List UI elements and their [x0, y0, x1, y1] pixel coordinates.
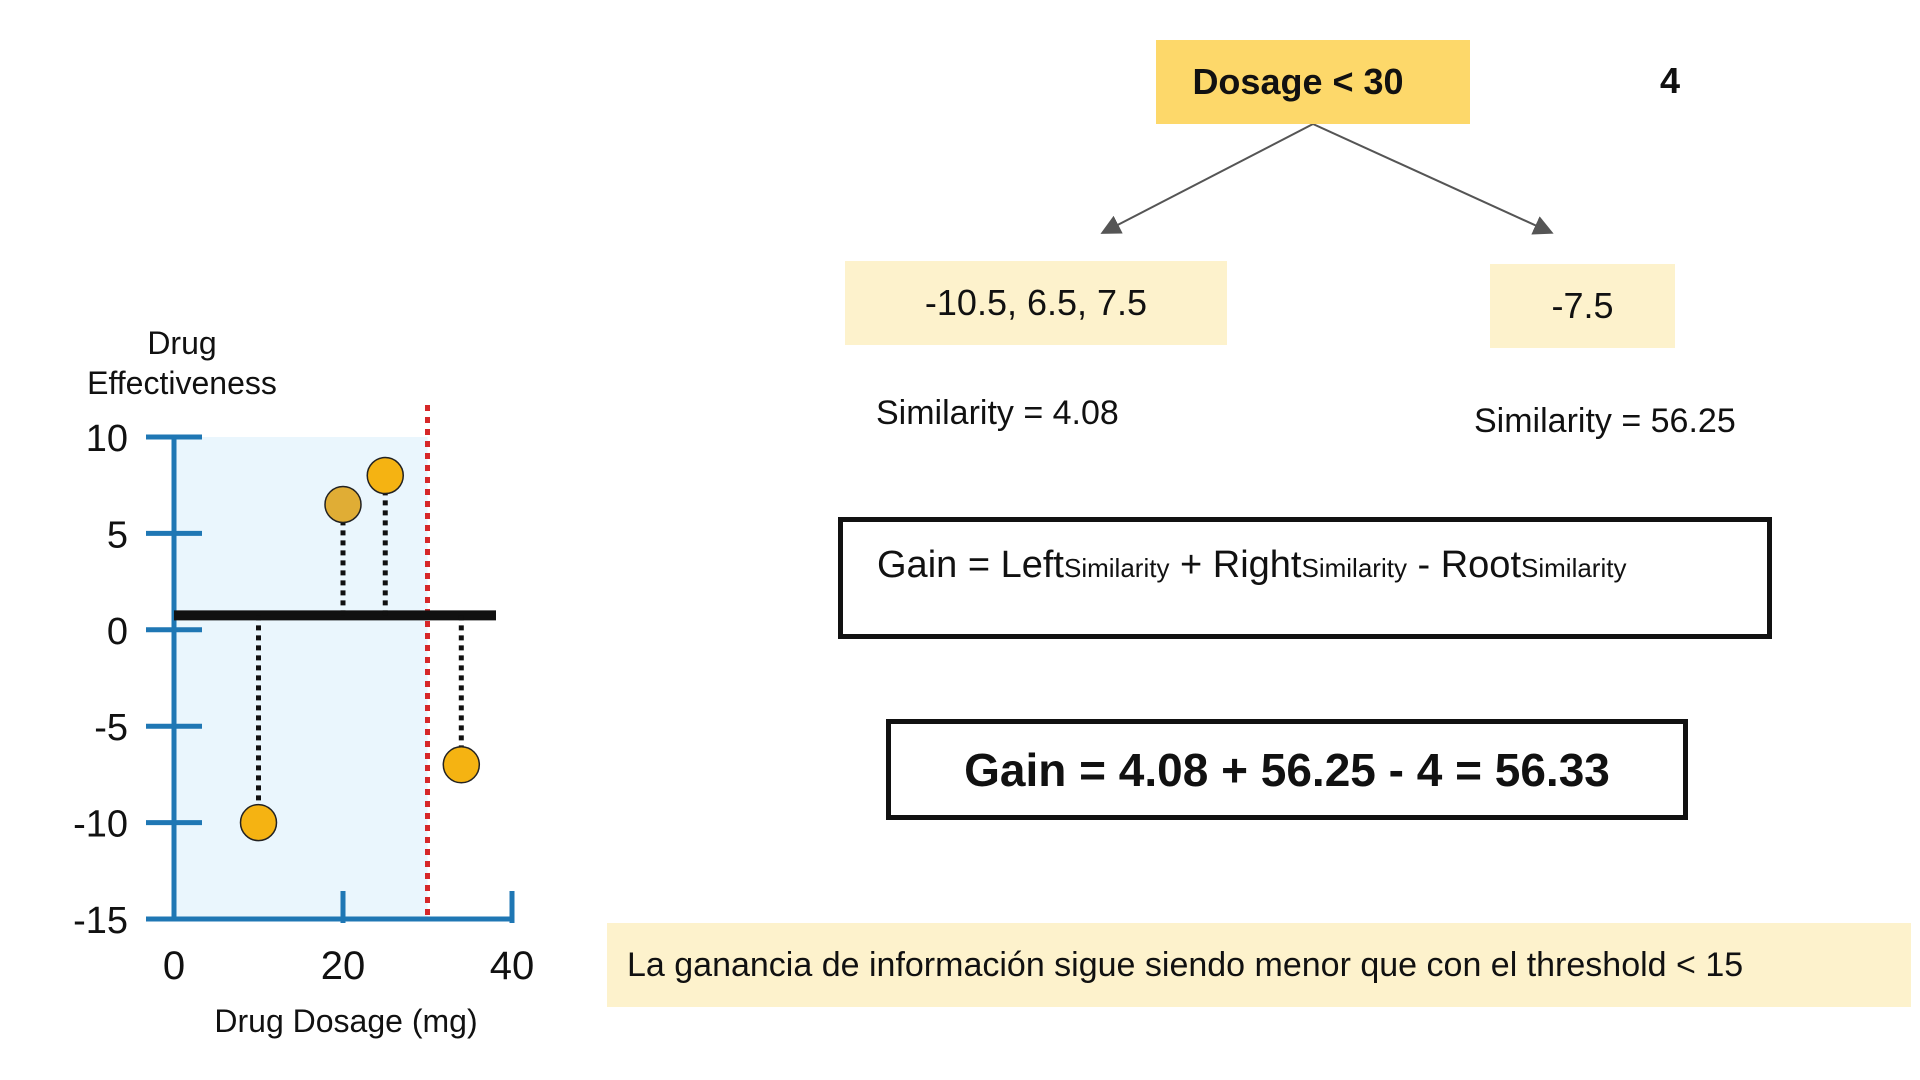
x-tick-label-40: 40 — [490, 944, 535, 988]
formula-left-sub: Similarity — [1064, 553, 1170, 583]
tree-arrow-right — [1312, 123, 1554, 235]
left-leaf-residuals: -10.5, 6.5, 7.5 — [924, 282, 1148, 323]
formula-root-sub: Similarity — [1521, 553, 1627, 583]
data-point-3 — [442, 746, 481, 784]
note-text: La ganancia de información sigue siendo … — [627, 945, 1744, 984]
formula-gain: Gain — [877, 544, 958, 586]
formula-root: Root — [1440, 544, 1522, 586]
x-axis-label: Drug Dosage (mg) — [214, 1003, 477, 1039]
formula-equals: = — [967, 544, 991, 586]
tree-root-node: Dosage < 30 — [1156, 40, 1470, 124]
y-tick-label-5: 5 — [107, 514, 128, 556]
data-point-2 — [366, 456, 404, 495]
y-tick-label--10: -10 — [73, 804, 128, 846]
data-point-1 — [324, 485, 362, 524]
formula-right-sub: Similarity — [1301, 553, 1407, 583]
root-similarity-score: 4 — [1659, 60, 1681, 101]
x-tick-label-0: 0 — [163, 944, 185, 988]
formula-right: Right — [1212, 544, 1302, 586]
y-tick-label-0: 0 — [107, 611, 128, 653]
y-tick-label-10: 10 — [86, 418, 128, 460]
formula-left: Left — [1000, 544, 1064, 586]
formula-minus: - — [1417, 544, 1431, 586]
right-leaf-residuals: -7.5 — [1551, 285, 1614, 326]
x-tick-label-20: 20 — [321, 944, 366, 988]
formula-plus: + — [1180, 544, 1203, 586]
tree-root-label: Dosage < 30 — [1192, 61, 1404, 102]
data-point-0 — [239, 803, 278, 842]
gain-result-box: Gain = 4.08 + 56.25 - 4 = 56.33 — [886, 719, 1688, 820]
y-tick-label--5: -5 — [94, 707, 128, 749]
left-leaf-similarity: Similarity = 4.08 — [876, 394, 1119, 432]
y-tick-label--15: -15 — [73, 900, 128, 942]
right-leaf-similarity: Similarity = 56.25 — [1474, 402, 1736, 440]
gain-formula-box: Gain = LeftSimilarity + RightSimilarity … — [838, 517, 1772, 639]
tree-arrow-left — [1100, 123, 1314, 234]
right-leaf-node: -7.5 — [1490, 264, 1675, 348]
gain-result-text: Gain = 4.08 + 56.25 - 4 = 56.33 — [964, 743, 1610, 796]
shaded-region — [174, 437, 428, 919]
y-axis-label-line2: Effectiveness — [87, 365, 277, 401]
y-axis-label-line1: Drug — [147, 325, 216, 361]
note-banner: La ganancia de información sigue siendo … — [607, 923, 1911, 1007]
left-leaf-node: -10.5, 6.5, 7.5 — [845, 261, 1227, 345]
